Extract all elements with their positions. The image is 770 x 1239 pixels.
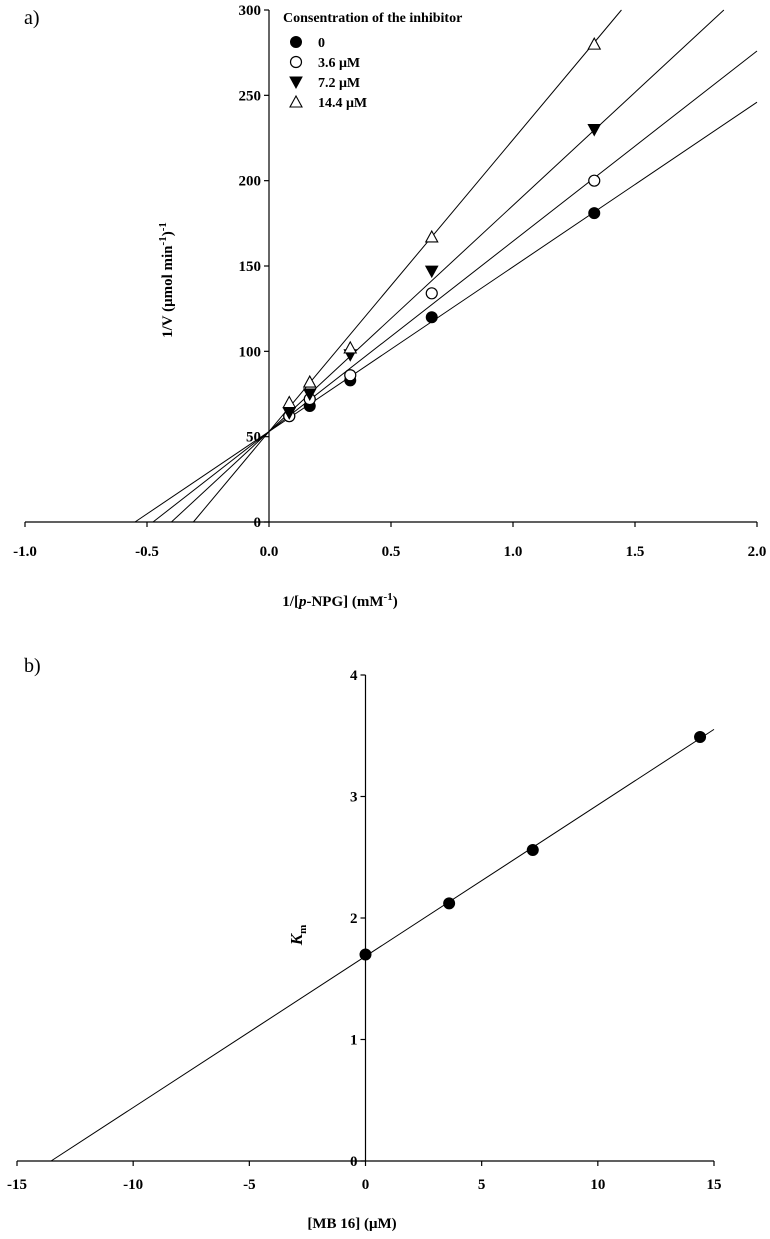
- legend-marker: [289, 55, 303, 69]
- legend-label: 7.2 μM: [318, 76, 360, 91]
- panel-a-y-tick-label: 100: [239, 344, 262, 360]
- panel-b-point: [443, 897, 456, 910]
- panel-b-point: [526, 843, 539, 856]
- panel-b-x-tick-label: -5: [243, 1177, 256, 1193]
- panel-a-x-tick-label: -0.5: [135, 544, 159, 560]
- legend-marker: [289, 94, 303, 108]
- panel-b-x-tick-label: -15: [7, 1177, 27, 1193]
- panel-a: a) -1.0 -0.5 0.0 0.5 1.0 1.5 2.0 0 50 100 150 200 25…: [13, 3, 766, 610]
- panel-b: b) -15 -10 -5 0 5 10 15 0 1 2 3 4 [MB 16] (μM) Km: [7, 655, 722, 1232]
- panel-b-x-axis-title: [MB 16] (μM): [307, 1216, 396, 1232]
- panel-a-y-tick-label: 0: [254, 515, 262, 531]
- panel-a-fit-line-0: [134, 101, 758, 523]
- panel-a-fit-line-3: [192, 9, 622, 523]
- panel-a-point: [343, 340, 358, 354]
- panel-b-y-tick-label: 4: [350, 668, 358, 684]
- panel-a-point: [587, 123, 602, 137]
- panel-b-point: [359, 948, 372, 961]
- panel-a-point: [302, 388, 317, 402]
- legend-label: 14.4 μM: [318, 96, 367, 111]
- panel-a-x-tick-label: 0.5: [382, 544, 401, 560]
- legend-marker: [289, 76, 303, 90]
- panel-a-y-tick-label: 300: [239, 3, 262, 19]
- panel-b-x-tick-label: 15: [707, 1177, 722, 1193]
- panel-a-axes: -1.0 -0.5 0.0 0.5 1.0 1.5 2.0 0 50 100 150 200 250 30…: [13, 3, 766, 560]
- panel-b-y-tick-label: 1: [350, 1033, 358, 1049]
- panel-b-y-tick-label: 2: [350, 911, 358, 927]
- panel-a-y-tick-label: 150: [239, 259, 262, 275]
- panel-b-x-tick-label: 10: [590, 1177, 605, 1193]
- panel-a-fit-lines: [134, 9, 758, 523]
- panel-a-fit-line-1: [152, 50, 758, 523]
- panel-a-y-tick-label: 250: [239, 88, 262, 104]
- panel-a-points: [282, 36, 602, 423]
- panel-a-point: [302, 374, 317, 388]
- panel-b-fit-line-0: [50, 728, 715, 1162]
- legend-title: Consentration of the inhibitor: [283, 11, 462, 26]
- panel-a-x-tick-label: 1.5: [626, 544, 645, 560]
- panel-a-x-tick-label: 2.0: [748, 544, 767, 560]
- panel-b-points: [359, 730, 707, 961]
- panel-b-point: [694, 730, 707, 743]
- panel-b-x-tick-label: 0: [362, 1177, 370, 1193]
- panel-b-x-tick-label: -10: [123, 1177, 143, 1193]
- panel-a-x-axis-title: 1/[p-NPG] (mM-1): [282, 591, 397, 610]
- legend-marker: [290, 36, 302, 48]
- panel-b-y-axis-title: Km: [287, 925, 309, 947]
- panel-a-fit-line-2: [171, 9, 725, 523]
- panel-a-legend: Consentration of the inhibitor 0 3.6 μM 7.…: [283, 11, 462, 111]
- legend-label: 3.6 μM: [318, 56, 360, 71]
- panel-a-label: a): [24, 7, 40, 29]
- panel-a-y-tick-label: 200: [239, 174, 262, 190]
- panel-a-x-tick-label: -1.0: [13, 544, 37, 560]
- panel-a-point: [424, 265, 439, 279]
- panel-a-y-axis-title: 1/V (μmol min-1)-1: [157, 222, 176, 338]
- panel-a-point: [425, 311, 438, 324]
- panel-b-x-tick-label: 5: [478, 1177, 486, 1193]
- panel-b-label: b): [24, 655, 41, 677]
- legend-label: 0: [318, 36, 325, 51]
- panel-a-point: [588, 207, 601, 220]
- panel-a-x-tick-label: 0.0: [260, 544, 279, 560]
- panel-b-fit-lines: [50, 728, 715, 1162]
- panel-a-x-tick-label: 1.0: [504, 544, 523, 560]
- panel-a-point: [425, 287, 438, 300]
- panel-a-point: [587, 36, 602, 50]
- panel-a-point: [424, 229, 439, 243]
- panel-a-point: [588, 174, 601, 187]
- panel-b-axes: -15 -10 -5 0 5 10 15 0 1 2 3 4: [7, 668, 722, 1193]
- panel-a-point: [344, 369, 357, 382]
- panel-b-y-tick-label: 0: [350, 1154, 358, 1170]
- panel-a-point: [282, 395, 297, 409]
- panel-a-y-tick-label: 50: [246, 430, 261, 446]
- panel-b-y-tick-label: 3: [350, 790, 358, 806]
